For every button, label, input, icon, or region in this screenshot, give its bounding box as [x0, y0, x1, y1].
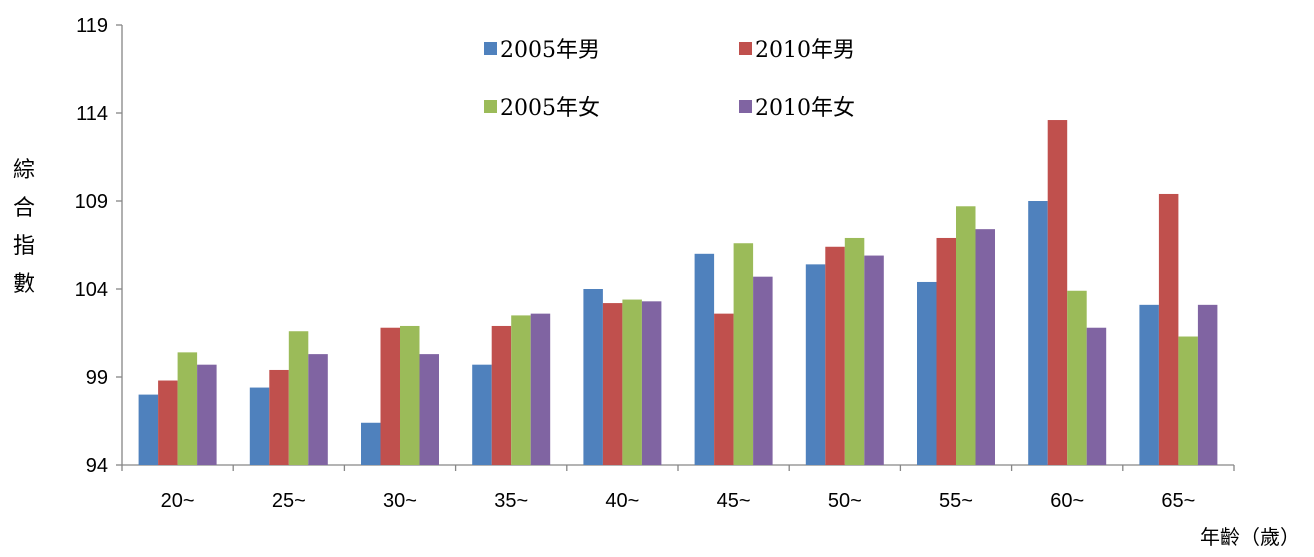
bar [308, 354, 328, 465]
y-axis-title-char: 數 [13, 272, 35, 297]
bar [975, 229, 995, 465]
x-tick-label: 30~ [383, 490, 417, 512]
y-axis-title-char: 合 [13, 196, 35, 221]
bar [1067, 290, 1087, 465]
bar [269, 369, 289, 465]
y-axis-title-char: 綜 [13, 158, 35, 183]
bar [400, 325, 420, 465]
bar [530, 313, 551, 465]
legend-label: 2010年女 [755, 96, 855, 121]
bar [1197, 304, 1218, 465]
x-tick-label: 45~ [717, 490, 751, 512]
axes: 94 99 104 109 114 119 20~ 25~ 30~ 35~ 40~ 45~ 50~ 55~… [75, 15, 1235, 512]
bar [602, 303, 623, 465]
x-tick-label: 20~ [161, 490, 195, 512]
bar [936, 237, 956, 465]
bar [197, 364, 217, 465]
bar [844, 237, 865, 465]
x-tick-label: 60~ [1050, 490, 1084, 512]
legend-label: 2010年男 [755, 38, 855, 63]
bar [1047, 120, 1068, 465]
bar [177, 352, 198, 465]
bar [694, 253, 715, 465]
y-tick-label: 114 [76, 103, 108, 125]
bar [1139, 304, 1159, 465]
legend: 2005年男 2010年男 2005年女 2010年女 [484, 38, 855, 121]
bar [491, 325, 512, 465]
bar [714, 313, 734, 465]
y-tick-label: 94 [86, 455, 108, 477]
bar [1086, 327, 1107, 465]
legend-label: 2005年女 [500, 96, 600, 121]
x-tick-label: 25~ [272, 490, 306, 512]
bar [733, 243, 754, 465]
y-tick-label: 99 [86, 367, 108, 389]
y-axis-title-char: 指 [13, 234, 35, 259]
x-tick-label: 40~ [605, 490, 639, 512]
bar [249, 387, 270, 465]
bar [753, 276, 773, 465]
bar [1028, 201, 1048, 465]
bar [805, 264, 826, 465]
bar [472, 364, 492, 465]
bar [622, 299, 642, 465]
y-tick-label: 104 [75, 279, 108, 301]
x-tick-label: 55~ [939, 490, 973, 512]
legend-label: 2005年男 [500, 38, 600, 63]
bar [288, 331, 309, 465]
bar [361, 422, 381, 465]
bar [419, 354, 439, 465]
bar [917, 281, 937, 465]
bar [956, 206, 976, 465]
legend-swatch [739, 42, 752, 55]
x-tick-label: 50~ [828, 490, 862, 512]
legend-swatch [484, 100, 497, 113]
bar [158, 380, 178, 465]
x-tick-label: 65~ [1161, 490, 1195, 512]
bar [1178, 336, 1198, 465]
bar [864, 255, 884, 465]
bar [641, 301, 662, 465]
bars [138, 120, 1218, 465]
bar [583, 289, 603, 465]
legend-swatch [739, 100, 752, 113]
bar [138, 394, 159, 465]
y-tick-label: 119 [76, 15, 108, 37]
x-axis-title: 年齡（歲） [1200, 525, 1300, 549]
bar [511, 315, 531, 465]
bar [380, 327, 400, 465]
x-tick-label: 35~ [494, 490, 528, 512]
legend-swatch [484, 42, 497, 55]
y-tick-label: 109 [75, 191, 108, 213]
bar [825, 246, 845, 465]
bar [1158, 193, 1179, 465]
